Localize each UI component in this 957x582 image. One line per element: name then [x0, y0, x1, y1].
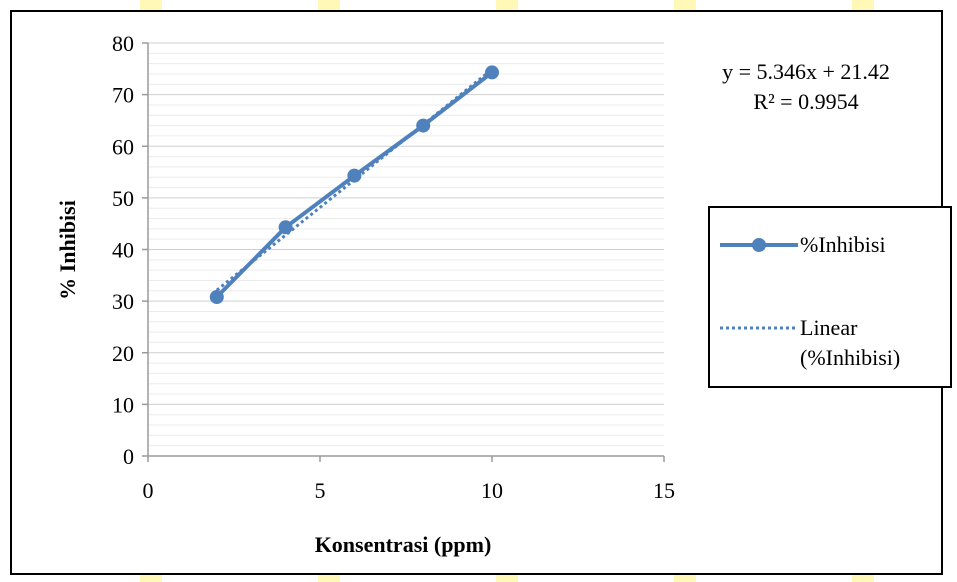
y-tick-label: 50	[112, 186, 134, 211]
r-squared-label: R² = 0.9954	[753, 89, 858, 114]
legend-marker-swatch	[752, 238, 766, 252]
x-axis-title: Konsentrasi (ppm)	[315, 532, 492, 557]
tick-labels: 0 10 20 30 40 50 60 70 80 0 5 10 15	[112, 31, 675, 503]
y-tick-label: 0	[123, 444, 134, 469]
data-point	[347, 168, 362, 183]
legend-swatches	[720, 238, 798, 330]
y-tick-label: 80	[112, 31, 134, 56]
y-tick-label: 30	[112, 289, 134, 314]
x-tick-label: 5	[315, 478, 326, 503]
x-tick-label: 15	[653, 478, 675, 503]
y-tick-label: 60	[112, 134, 134, 159]
series-line	[215, 70, 494, 299]
data-point	[209, 289, 224, 304]
y-axis-title: % Inhibisi	[55, 200, 80, 300]
legend-item-linear-sub: (%Inhibisi)	[800, 345, 901, 370]
y-tick-label: 40	[112, 238, 134, 263]
grid-lines	[148, 42, 664, 457]
trendline	[215, 68, 493, 292]
y-tick-label: 20	[112, 341, 134, 366]
x-tick-label: 10	[481, 478, 503, 503]
axes	[142, 42, 665, 462]
x-tick-label: 0	[143, 478, 154, 503]
y-tick-label: 10	[112, 392, 134, 417]
trendline-equation: y = 5.346x + 21.42	[722, 59, 890, 84]
legend-item-linear: Linear	[800, 315, 858, 340]
y-tick-label: 70	[112, 83, 134, 108]
legend: %Inhibisi Linear (%Inhibisi)	[708, 206, 952, 388]
data-point	[485, 65, 499, 80]
series-layer	[209, 65, 499, 304]
data-point	[278, 220, 293, 235]
legend-item-inhibisi: %Inhibisi	[800, 232, 886, 257]
